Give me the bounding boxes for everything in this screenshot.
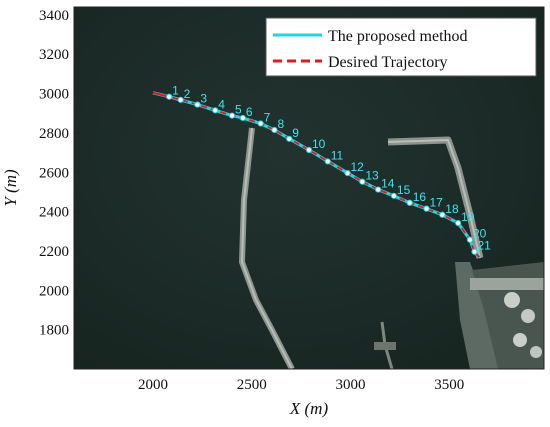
waypoint-marker bbox=[177, 96, 184, 103]
y-axis-label: Y (m) bbox=[1, 169, 20, 207]
waypoint-marker bbox=[239, 114, 246, 122]
waypoint-marker bbox=[375, 186, 382, 193]
waypoint-label: 16 bbox=[413, 190, 427, 204]
waypoint-label: 8 bbox=[277, 117, 284, 131]
x-tick-label: 3500 bbox=[434, 377, 464, 393]
waypoint-label: 2 bbox=[184, 87, 191, 101]
waypoint-marker bbox=[271, 126, 278, 134]
waypoint-label: 20 bbox=[473, 227, 487, 241]
waypoint-label: 9 bbox=[292, 126, 299, 140]
waypoint-marker bbox=[166, 93, 173, 100]
y-tick-label: 2200 bbox=[39, 244, 69, 260]
waypoint-label: 4 bbox=[218, 97, 225, 111]
waypoint-label: 15 bbox=[397, 183, 411, 197]
y-tick-label: 3000 bbox=[39, 87, 69, 103]
plot-frame bbox=[73, 6, 545, 370]
waypoint-marker bbox=[344, 169, 351, 177]
waypoint-label: 12 bbox=[351, 160, 365, 174]
x-tick-label: 3000 bbox=[335, 377, 365, 393]
y-tick-label: 2800 bbox=[39, 126, 69, 142]
waypoint-label: 5 bbox=[235, 103, 242, 117]
waypoint-label: 18 bbox=[445, 202, 459, 216]
waypoint-label: 21 bbox=[477, 239, 491, 253]
x-tick-label: 2000 bbox=[138, 377, 168, 393]
y-tick-label: 2600 bbox=[39, 165, 69, 181]
waypoint-marker bbox=[471, 248, 478, 255]
y-tick-label: 3400 bbox=[39, 8, 69, 24]
waypoint-marker bbox=[324, 158, 331, 165]
waypoint-label: 1 bbox=[172, 84, 179, 98]
waypoint-label: 14 bbox=[381, 177, 395, 191]
waypoint-label: 6 bbox=[246, 105, 253, 119]
y-tick-label: 2400 bbox=[39, 205, 69, 221]
waypoint-label: 7 bbox=[264, 110, 271, 124]
y-tick-label: 3200 bbox=[39, 47, 69, 63]
waypoint-label: 10 bbox=[312, 137, 326, 151]
waypoint-label: 3 bbox=[200, 92, 207, 106]
waypoint-marker bbox=[212, 107, 219, 114]
legend-label-desired: Desired Trajectory bbox=[328, 54, 448, 71]
axis-ticks: 2000 2500 3000 3500 1800 2000 2200 2400 2600 2800… bbox=[39, 8, 464, 393]
x-tick-label: 2500 bbox=[237, 377, 267, 393]
waypoint-marker bbox=[454, 219, 462, 227]
waypoint-label: 11 bbox=[331, 148, 344, 162]
waypoint-marker bbox=[257, 120, 264, 127]
waypoint-label: 17 bbox=[430, 196, 444, 210]
waypoint-label: 19 bbox=[461, 210, 475, 224]
waypoint-marker bbox=[305, 146, 313, 154]
y-tick-label: 1800 bbox=[39, 323, 69, 339]
legend: The proposed method Desired Trajectory bbox=[265, 17, 537, 77]
legend-box bbox=[265, 17, 537, 77]
waypoint-marker bbox=[194, 101, 201, 108]
waypoint-marker bbox=[286, 135, 293, 142]
y-tick-label: 2000 bbox=[39, 283, 69, 299]
waypoint-marker bbox=[423, 205, 430, 212]
legend-label-proposed: The proposed method bbox=[328, 28, 468, 45]
waypoint-marker bbox=[406, 199, 413, 206]
waypoint-marker bbox=[228, 112, 236, 119]
waypoint-marker bbox=[359, 178, 366, 185]
waypoint-label: 13 bbox=[365, 169, 379, 183]
waypoint-marker bbox=[390, 192, 398, 199]
waypoint-marker bbox=[439, 211, 446, 218]
waypoint-marker bbox=[466, 236, 474, 243]
x-axis-label: X (m) bbox=[289, 399, 329, 418]
